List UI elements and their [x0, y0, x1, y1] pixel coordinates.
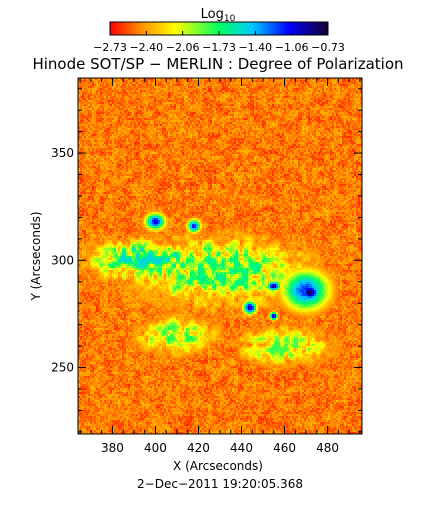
- x-axis-label: X (Arcseconds): [173, 459, 263, 473]
- colorbar-ticks: [109, 31, 329, 35]
- colorbar-label: Log10: [201, 7, 236, 24]
- heatmap-image: [78, 78, 362, 434]
- x-tick-label: 420: [187, 441, 210, 455]
- timestamp: 2−Dec−2011 19:20:05.368: [137, 477, 303, 491]
- x-tick-label: 480: [316, 441, 339, 455]
- colorbar-tick-label: −2.40: [129, 41, 163, 54]
- colorbar-tick-labels: −2.73 −2.40 −2.06 −1.73 −1.40 −1.06 −0.73: [93, 41, 345, 54]
- colorbar-tick-label: −2.73: [93, 41, 127, 54]
- x-tick-label: 460: [273, 441, 296, 455]
- y-tick-label: 350: [51, 146, 74, 160]
- chart-title: Hinode SOT/SP − MERLIN : Degree of Polar…: [32, 55, 403, 73]
- x-tick-label: 380: [101, 441, 124, 455]
- colorbar-label-sub: 10: [224, 14, 236, 24]
- colorbar-tick-label: −1.73: [202, 41, 236, 54]
- x-tick-label: 440: [230, 441, 253, 455]
- colorbar-tick-label: −1.40: [238, 41, 272, 54]
- colorbar-tick-label: −1.06: [275, 41, 309, 54]
- y-axis-label: Y (Arcseconds): [29, 211, 43, 301]
- y-tick-label: 250: [51, 361, 74, 375]
- x-axis-ticks: 380 400 420 440 460 480: [79, 78, 361, 455]
- x-tick-label: 400: [144, 441, 167, 455]
- colorbar-tick-label: −0.73: [311, 41, 345, 54]
- y-axis-ticks: 250 300 350: [51, 88, 362, 433]
- y-tick-label: 300: [51, 253, 74, 267]
- colorbar-tick-label: −2.06: [166, 41, 200, 54]
